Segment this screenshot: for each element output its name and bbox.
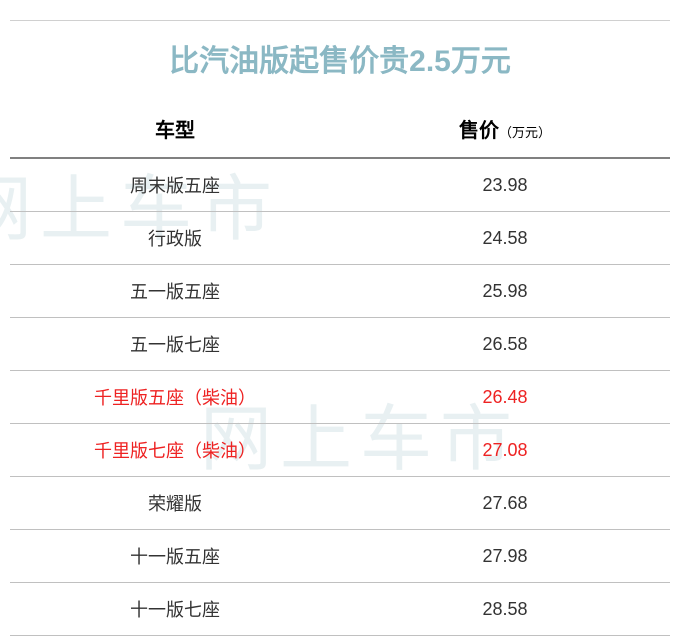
cell-model: 十一版五座 (10, 530, 340, 583)
table-row: 十一版七座28.58 (10, 583, 670, 636)
table-body: 周末版五座23.98行政版24.58五一版五座25.98五一版七座26.58千里… (10, 158, 670, 636)
cell-price: 26.58 (340, 318, 670, 371)
cell-price: 27.08 (340, 424, 670, 477)
table-row: 五一版五座25.98 (10, 265, 670, 318)
cell-price: 28.58 (340, 583, 670, 636)
table-row: 千里版五座（柴油）26.48 (10, 371, 670, 424)
main-container: 比汽油版起售价贵2.5万元 车型 售价（万元） 周末版五座23.98行政版24.… (0, 0, 680, 636)
header-model: 车型 (10, 100, 340, 158)
cell-model: 荣耀版 (10, 477, 340, 530)
cell-price: 26.48 (340, 371, 670, 424)
price-table: 车型 售价（万元） 周末版五座23.98行政版24.58五一版五座25.98五一… (10, 100, 670, 636)
cell-model: 五一版五座 (10, 265, 340, 318)
cell-price: 24.58 (340, 212, 670, 265)
cell-model: 千里版七座（柴油） (10, 424, 340, 477)
cell-model: 五一版七座 (10, 318, 340, 371)
cell-model: 千里版五座（柴油） (10, 371, 340, 424)
cell-model: 行政版 (10, 212, 340, 265)
header-price-label: 售价 (459, 120, 499, 142)
header-price: 售价（万元） (340, 100, 670, 158)
table-row: 周末版五座23.98 (10, 158, 670, 212)
table-row: 荣耀版27.68 (10, 477, 670, 530)
cell-price: 23.98 (340, 158, 670, 212)
table-row: 千里版七座（柴油）27.08 (10, 424, 670, 477)
page-title: 比汽油版起售价贵2.5万元 (10, 20, 670, 100)
cell-model: 十一版七座 (10, 583, 340, 636)
table-row: 五一版七座26.58 (10, 318, 670, 371)
table-row: 十一版五座27.98 (10, 530, 670, 583)
cell-model: 周末版五座 (10, 158, 340, 212)
table-header-row: 车型 售价（万元） (10, 100, 670, 158)
cell-price: 27.98 (340, 530, 670, 583)
cell-price: 27.68 (340, 477, 670, 530)
cell-price: 25.98 (340, 265, 670, 318)
table-row: 行政版24.58 (10, 212, 670, 265)
header-price-unit: （万元） (499, 125, 551, 140)
